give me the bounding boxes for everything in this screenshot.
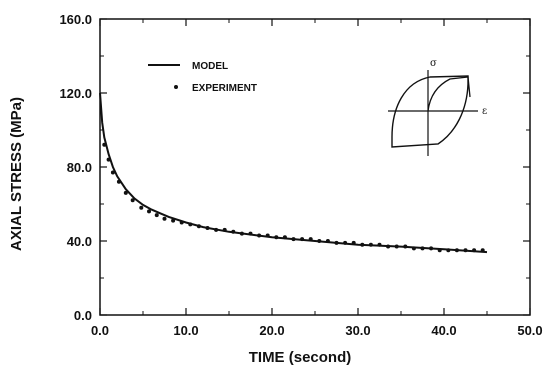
inset-hysteresis-loop	[391, 75, 469, 148]
plot-frame	[99, 18, 531, 316]
y-tick-label: 160.0	[59, 12, 92, 27]
x-tick-label: 10.0	[173, 323, 198, 338]
experiment-point	[463, 248, 468, 253]
experiment-point	[205, 226, 210, 231]
y-axis-label: AXIAL STRESS (MPa)	[8, 97, 25, 251]
legend-experiment-label: EXPERIMENT	[192, 83, 257, 94]
inset-sigma-label: σ	[430, 58, 437, 69]
experiment-point	[116, 179, 121, 184]
experiment-point	[291, 237, 296, 242]
y-tick-label: 0.0	[74, 308, 92, 323]
experiment-point	[446, 248, 451, 253]
experiment-point	[480, 248, 485, 253]
experiment-point	[472, 248, 477, 253]
experiment-point	[454, 248, 459, 253]
x-tick-label: 0.0	[91, 323, 109, 338]
experiment-point	[110, 170, 115, 175]
x-tick-label: 50.0	[517, 323, 542, 338]
experiment-point	[162, 216, 167, 221]
experiment-point	[282, 235, 287, 240]
model-curve	[99, 92, 488, 254]
experiment-point	[394, 244, 399, 249]
experiment-point	[188, 222, 193, 227]
experiment-point	[196, 224, 201, 229]
experiment-point	[106, 157, 111, 162]
experiment-point	[360, 242, 365, 247]
experiment-point	[222, 227, 227, 232]
experiment-point	[411, 246, 416, 251]
experiment-point	[123, 190, 128, 195]
x-axis-label: TIME (second)	[249, 349, 352, 366]
legend-experiment-marker	[174, 85, 178, 89]
x-tick-label: 30.0	[345, 323, 370, 338]
experiment-point	[334, 240, 339, 245]
experiment-point	[154, 213, 159, 218]
experiment-point	[317, 239, 322, 243]
experiment-point	[265, 233, 270, 238]
experiment-point	[325, 239, 330, 243]
experiment-point	[343, 240, 348, 245]
experiment-point	[403, 244, 408, 249]
legend: MODEL EXPERIMENT	[148, 61, 257, 94]
experiment-point	[274, 235, 279, 240]
tick-marks	[99, 18, 531, 316]
hysteresis-inset: σ ε	[388, 58, 487, 156]
inset-epsilon-label: ε	[482, 106, 487, 117]
experiment-point	[308, 237, 313, 242]
experiment-point	[179, 220, 184, 225]
experiment-point	[257, 233, 262, 238]
inset-relaxation-curve	[427, 76, 471, 112]
experiment-point	[368, 242, 373, 247]
experiment-point	[171, 218, 176, 223]
experiment-point	[351, 240, 356, 245]
x-tick-label: 40.0	[431, 323, 456, 338]
experiment-point	[147, 209, 152, 214]
experiment-point	[386, 244, 391, 249]
experiment-point	[248, 231, 253, 236]
experiment-point	[102, 142, 107, 147]
x-tick-label: 20.0	[259, 323, 284, 338]
experiment-point	[214, 227, 219, 232]
y-tick-label: 120.0	[59, 86, 92, 101]
legend-model-label: MODEL	[192, 61, 228, 72]
tick-labels: 0.0 10.0 20.0 30.0 40.0 50.0 0.0 40.0 80.0 120.0 1…	[59, 12, 542, 338]
experiment-point	[231, 229, 236, 234]
experiment-point	[437, 248, 442, 253]
experiment-point	[239, 231, 244, 236]
experiment-point	[420, 246, 425, 251]
experiment-point	[300, 237, 305, 242]
experiment-point	[130, 198, 135, 203]
experiment-point	[377, 242, 382, 247]
y-tick-label: 80.0	[67, 160, 92, 175]
y-tick-label: 40.0	[67, 234, 92, 249]
experiment-points	[102, 142, 485, 253]
experiment-point	[429, 246, 434, 251]
experiment-point	[139, 205, 144, 210]
